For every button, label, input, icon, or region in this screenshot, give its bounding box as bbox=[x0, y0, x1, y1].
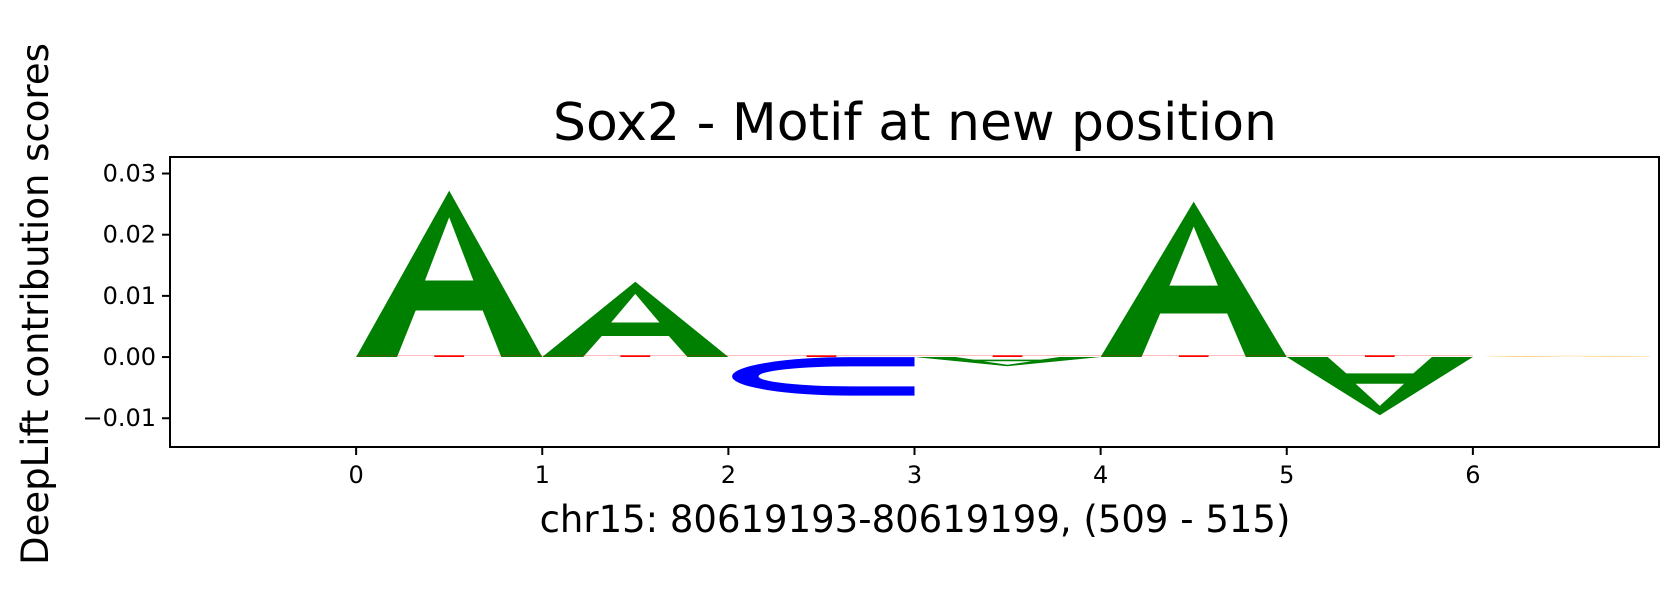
logo-letter-t-pos-5 bbox=[1286, 355, 1473, 358]
y-tick-label: 0.03 bbox=[103, 160, 156, 188]
logo-letter-t-pos-1 bbox=[542, 355, 729, 358]
logo-letter-t-pos-2 bbox=[728, 355, 915, 358]
logo-letter-t-pos-3 bbox=[914, 355, 1101, 358]
logo-letter-c-pos-2 bbox=[732, 357, 915, 396]
logo-letter-t-pos-4 bbox=[1100, 355, 1287, 358]
y-axis-label: DeepLift contribution scores bbox=[14, 43, 57, 565]
logo-letter-a-pos-1-counter bbox=[611, 293, 660, 323]
y-tick-label: 0.02 bbox=[103, 221, 156, 249]
x-tick-label: 1 bbox=[535, 461, 550, 489]
x-tick-label: 4 bbox=[1093, 461, 1108, 489]
chart-title: Sox2 - Motif at new position bbox=[553, 93, 1277, 153]
y-tick-label: −0.01 bbox=[82, 404, 156, 432]
logo-letter-a-pos-3-counter bbox=[983, 361, 1032, 365]
x-tick-label: 6 bbox=[1465, 461, 1480, 489]
x-axis-ticks: 0 1 2 3 4 5 6 bbox=[348, 447, 1481, 489]
x-tick-label: 2 bbox=[721, 461, 736, 489]
logo-letter-a-pos-0-counter bbox=[424, 217, 474, 281]
x-axis-label: chr15: 80619193-80619199, (509 - 515) bbox=[540, 498, 1291, 541]
y-axis-ticks: −0.01 0.00 0.01 0.02 0.03 bbox=[82, 160, 170, 432]
logo-letter-a-pos-5-counter bbox=[1355, 383, 1405, 406]
logo-letter-a-pos-4-counter bbox=[1169, 226, 1218, 286]
logo-letter-g-pos-6 bbox=[1482, 355, 1650, 358]
x-tick-label: 5 bbox=[1279, 461, 1294, 489]
x-tick-label: 0 bbox=[348, 461, 363, 489]
x-tick-label: 3 bbox=[907, 461, 922, 489]
y-tick-label: 0.01 bbox=[103, 282, 156, 310]
logo-letters bbox=[356, 190, 1650, 416]
y-tick-label: 0.00 bbox=[103, 343, 156, 371]
logo-letter-t-pos-0 bbox=[356, 355, 543, 358]
